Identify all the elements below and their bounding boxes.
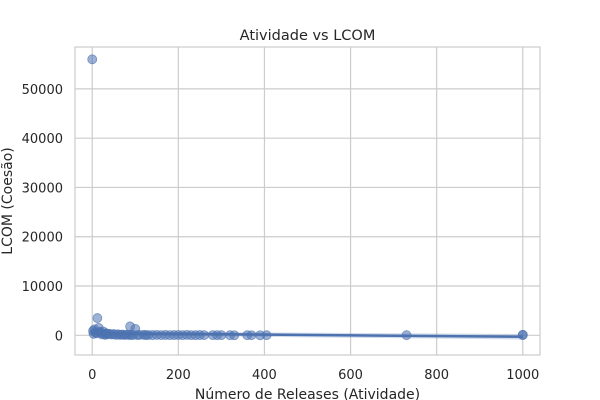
y-tick-labels: 0 10000 20000 30000 40000 50000 [22, 83, 63, 344]
x-tick-label: 1000 [506, 368, 539, 383]
y-tick-label: 20000 [22, 231, 63, 246]
y-tick-label: 50000 [22, 83, 63, 98]
chart-title: Atividade vs LCOM [240, 28, 376, 44]
x-tick-label: 0 [88, 368, 96, 383]
x-tick-labels: 0 200 400 600 800 1000 [88, 368, 539, 383]
y-tick-label: 10000 [22, 280, 63, 295]
regression-line [92, 331, 523, 339]
regression-line-group [92, 331, 523, 339]
x-tick-label: 600 [338, 368, 363, 383]
scatter-point [92, 313, 103, 323]
x-axis-label: Número de Releases (Atividade) [195, 387, 420, 400]
y-tick-label: 30000 [22, 181, 63, 196]
x-tick-label: 800 [424, 368, 449, 383]
plot-background [75, 47, 540, 355]
y-axis-label: LCOM (Coesão) [0, 147, 16, 254]
y-tick-label: 40000 [22, 132, 63, 147]
scatter-point [87, 54, 98, 65]
x-tick-label: 200 [166, 368, 191, 383]
plot-frame [74, 46, 541, 356]
x-tick-label: 400 [252, 368, 277, 383]
y-tick-label: 0 [55, 329, 63, 344]
